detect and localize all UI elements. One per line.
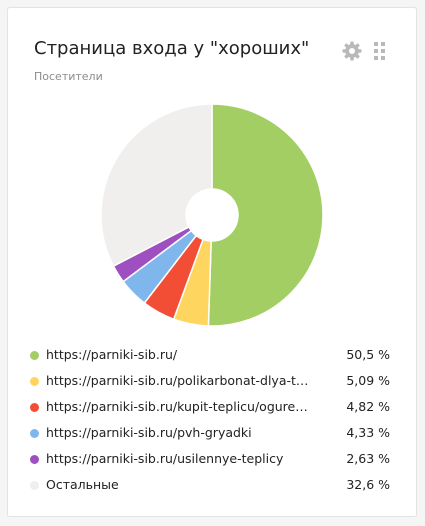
- legend-value: 4,33 %: [346, 425, 390, 440]
- legend-label[interactable]: Остальные: [46, 477, 119, 492]
- legend-item[interactable]: https://parniki-sib.ru/polikarbonat-dlya…: [26, 370, 390, 396]
- legend-label[interactable]: https://parniki-sib.ru/pvh-gryadki: [46, 425, 252, 440]
- widget-subtitle: Посетители: [34, 70, 103, 83]
- legend-value: 50,5 %: [346, 347, 390, 362]
- legend-color-dot: [30, 377, 39, 386]
- legend-color-dot: [30, 455, 39, 464]
- legend-label[interactable]: https://parniki-sib.ru/polikarbonat-dlya…: [46, 373, 312, 388]
- gear-icon[interactable]: [342, 41, 362, 61]
- widget-title: Страница входа у "хороших": [34, 38, 310, 59]
- legend-value: 5,09 %: [346, 373, 390, 388]
- legend-color-dot: [30, 351, 39, 360]
- widget-card: Страница входа у "хороших" Посетители: [7, 7, 417, 517]
- chart-legend: https://parniki-sib.ru/50,5 % https://par…: [26, 344, 390, 500]
- legend-item[interactable]: https://parniki-sib.ru/50,5 %: [26, 344, 390, 370]
- legend-value: 4,82 %: [346, 399, 390, 414]
- legend-label[interactable]: https://parniki-sib.ru/kupit-teplicu/ogu…: [46, 399, 312, 414]
- legend-item[interactable]: https://parniki-sib.ru/kupit-teplicu/ogu…: [26, 396, 390, 422]
- pie-slice-1[interactable]: [207, 103, 324, 327]
- legend-label[interactable]: https://parniki-sib.ru/usilennye-teplicy: [46, 451, 284, 466]
- legend-value: 32,6 %: [346, 477, 390, 492]
- legend-color-dot: [30, 481, 39, 490]
- legend-color-dot: [30, 429, 39, 438]
- legend-color-dot: [30, 403, 39, 412]
- legend-item[interactable]: Остальные 32,6 %: [26, 474, 390, 500]
- legend-item[interactable]: https://parniki-sib.ru/usilennye-teplicy…: [26, 448, 390, 474]
- legend-item[interactable]: https://parniki-sib.ru/pvh-gryadki 4,33 %: [26, 422, 390, 448]
- drag-handle-icon[interactable]: [374, 42, 386, 60]
- legend-value: 2,63 %: [346, 451, 390, 466]
- legend-label[interactable]: https://parniki-sib.ru/: [46, 347, 178, 362]
- pie-slice-6[interactable]: [100, 103, 213, 268]
- widget-toolbar: [342, 41, 386, 61]
